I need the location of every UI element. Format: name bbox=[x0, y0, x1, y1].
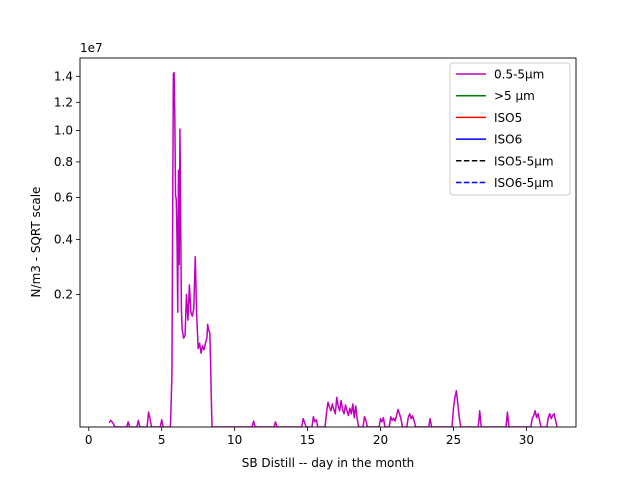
plot-frame bbox=[79, 57, 577, 428]
x-tick-label: 15 bbox=[300, 433, 315, 447]
legend-label: ISO5-5µm bbox=[494, 154, 554, 168]
y-axis: 0.2 0.4 0.6 0.8 1.0 1.2 1.4 bbox=[54, 69, 80, 301]
y-tick-label: 0.2 bbox=[54, 287, 73, 301]
plot-layer bbox=[108, 71, 558, 427]
legend: 0.5-5µm >5 µm ISO5 ISO6 ISO5-5µm ISO6-5µm bbox=[449, 62, 571, 196]
y-axis-label: N/m3 - SQRT scale bbox=[29, 187, 43, 298]
x-tick-label: 10 bbox=[227, 433, 242, 447]
y-tick-label: 0.4 bbox=[54, 233, 73, 247]
x-tick-label: 0 bbox=[85, 433, 93, 447]
x-tick-label: 25 bbox=[446, 433, 461, 447]
x-tick-label: 5 bbox=[158, 433, 166, 447]
x-tick-label: 30 bbox=[519, 433, 534, 447]
y-offset-label: 1e7 bbox=[80, 41, 103, 55]
legend-label: ISO5 bbox=[494, 111, 522, 125]
y-tick-label: 1.4 bbox=[54, 69, 73, 83]
legend-label: ISO6-5µm bbox=[494, 176, 554, 190]
y-tick-label: 0.8 bbox=[54, 155, 73, 169]
legend-label: ISO6 bbox=[494, 133, 522, 147]
y-tick-label: 1.0 bbox=[54, 124, 73, 138]
y-tick-label: 0.6 bbox=[54, 190, 73, 204]
series-group bbox=[108, 71, 558, 427]
x-axis-label: SB Distill -- day in the month bbox=[242, 456, 415, 470]
legend-label: 0.5-5µm bbox=[494, 68, 544, 82]
y-tick-label: 1.2 bbox=[54, 95, 73, 109]
series-line bbox=[108, 71, 558, 427]
x-tick-label: 20 bbox=[373, 433, 388, 447]
x-axis: 0 5 10 15 20 25 30 bbox=[85, 427, 534, 447]
legend-label: >5 µm bbox=[494, 89, 535, 103]
